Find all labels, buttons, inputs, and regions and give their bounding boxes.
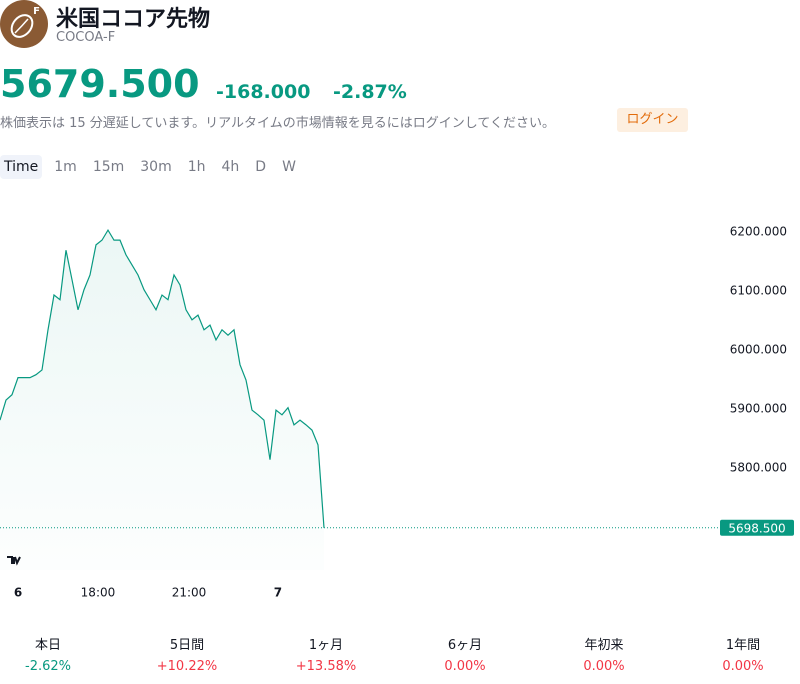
price-line: [0, 228, 325, 528]
performance-value: 0.00%: [444, 659, 486, 674]
icon-letter: F: [33, 6, 40, 17]
price-change: -168.000: [216, 81, 311, 103]
tab[interactable]: 4h: [221, 159, 240, 175]
performance-value: +10.22%: [156, 659, 218, 674]
tab[interactable]: 1h: [187, 159, 206, 175]
performance-item: 本日 -2.62%: [0, 634, 108, 674]
chart: 6200.000 6100.000 6000.000 5900.000 5800.000…: [0, 224, 794, 600]
x-tick-label: 6: [14, 586, 22, 600]
timeframe-tabs: Time 1m 15m 30m 1h 4h D W: [0, 155, 308, 179]
tab[interactable]: 30m: [140, 159, 172, 175]
price-change-pct: -2.87%: [333, 81, 407, 103]
title: 米国ココア先物: [56, 7, 211, 32]
performance-item: 年初来 0.00%: [544, 634, 664, 674]
last-price-box: [720, 519, 794, 536]
y-tick-label: 5800.000: [730, 460, 787, 474]
performance-item: 6ヶ月 0.00%: [405, 634, 525, 674]
symbol-icon: F: [0, 0, 48, 48]
tab[interactable]: Time: [0, 155, 43, 179]
ticker: COCOA-F: [56, 30, 116, 45]
performance-label: 本日: [34, 638, 61, 653]
x-tick-label: 7: [274, 586, 282, 600]
last-price-label: 5698.500: [728, 521, 785, 535]
performance-item: 1年間 0.00%: [683, 634, 800, 674]
performance-label: 1年間: [725, 638, 761, 653]
performance-label: 5日間: [169, 638, 205, 653]
performance-value: 0.00%: [583, 659, 625, 674]
performance-value: +13.58%: [295, 659, 357, 674]
bean-icon: [10, 14, 34, 38]
performance-value: -2.62%: [25, 659, 71, 674]
tab[interactable]: 15m: [92, 159, 125, 175]
y-tick-label: 6100.000: [730, 283, 787, 297]
y-tick-label: 5900.000: [730, 401, 787, 415]
performance-item: 1ヶ月 +13.58%: [266, 634, 386, 674]
area: [0, 230, 324, 571]
y-tick-label: 6200.000: [730, 224, 787, 238]
performance-value: 0.00%: [722, 659, 764, 674]
x-tick-label: 21:00: [172, 586, 207, 600]
tab[interactable]: W: [282, 159, 296, 175]
tab[interactable]: D: [255, 159, 267, 175]
tab[interactable]: 1m: [54, 159, 77, 175]
performance-label: 6ヶ月: [447, 638, 483, 653]
performance-label: 1ヶ月: [308, 638, 344, 653]
price: 5679.500: [0, 62, 200, 106]
y-tick-label: 6000.000: [730, 342, 787, 356]
delay-notice: 株価表示は 15 分遅延しています。リアルタイムの市場情報を見るにはログインして…: [0, 116, 555, 131]
performance-label: 年初来: [584, 638, 624, 653]
x-tick-label: 18:00: [81, 586, 116, 600]
login-button[interactable]: ログイン: [617, 108, 688, 132]
performance-item: 5日間 +10.22%: [127, 634, 247, 674]
